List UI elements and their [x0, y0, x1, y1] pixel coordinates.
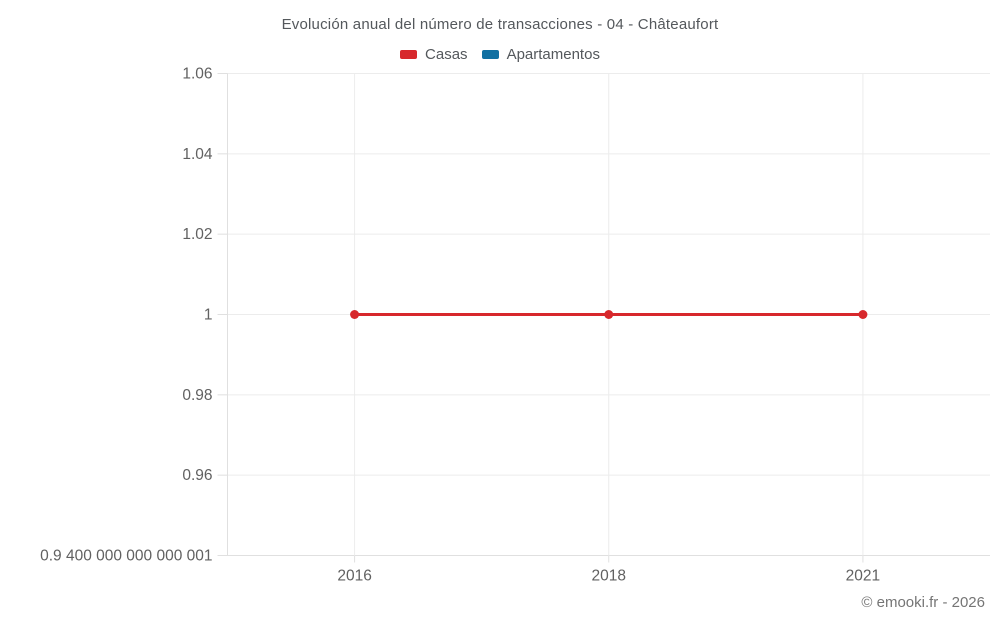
legend-label-casas: Casas	[425, 46, 468, 63]
legend-label-apartamentos: Apartamentos	[506, 46, 600, 63]
x-tick-label: 2021	[846, 568, 880, 585]
x-tick-label: 2016	[337, 568, 371, 585]
attribution: © emooki.fr - 2026	[861, 594, 985, 611]
y-tick-label: 1	[204, 307, 213, 324]
legend-item-apartamentos[interactable]: Apartamentos	[481, 46, 600, 63]
data-point-casas[interactable]	[350, 310, 360, 319]
x-tick-label: 2018	[592, 568, 626, 585]
data-point-casas[interactable]	[604, 310, 614, 319]
y-tick-label: 0.96	[182, 467, 212, 484]
y-tick-label: 0.9 400 000 000 000 001	[40, 548, 212, 565]
y-tick-label: 1.06	[182, 66, 212, 83]
legend: Casas Apartamentos	[0, 46, 1000, 63]
y-tick-label: 1.04	[182, 146, 213, 163]
data-point-casas[interactable]	[858, 310, 868, 319]
y-tick-label: 1.02	[182, 226, 212, 243]
legend-swatch-casas	[400, 50, 418, 59]
y-tick-label: 0.98	[182, 387, 212, 404]
legend-item-casas[interactable]: Casas	[400, 46, 468, 63]
chart-title: Evolución anual del número de transaccio…	[281, 16, 719, 33]
legend-swatch-apartamentos	[481, 50, 499, 59]
